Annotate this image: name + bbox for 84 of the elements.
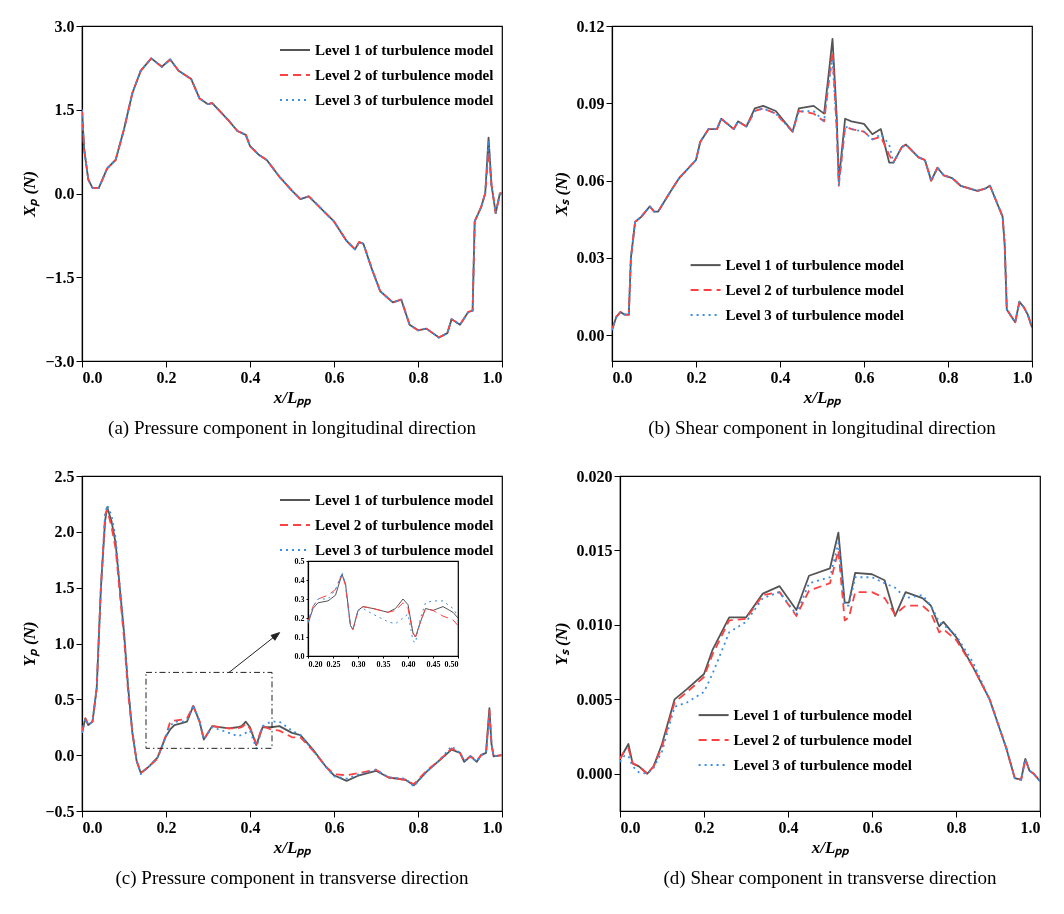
x-axis-title: x/Lₚₚ <box>802 387 843 408</box>
legend-label: Level 3 of turbulence model <box>315 542 494 558</box>
x-axis-title: x/Lₚₚ <box>272 837 313 858</box>
y-tick-label: 2.0 <box>54 523 75 541</box>
y-tick-label: 0.0 <box>54 746 75 764</box>
x-tick-label: 0.40 <box>401 659 416 668</box>
legend-label: Level 2 of turbulence model <box>315 67 494 83</box>
y-tick-label: 0.0 <box>54 185 75 202</box>
x-tick-label: 0.4 <box>770 368 791 386</box>
text: (b) Shear component in longitudinal direction <box>648 417 997 439</box>
legend-label: Level 1 of turbulence model <box>315 492 494 508</box>
legend-label: Level 2 of turbulence model <box>733 732 912 749</box>
x-tick-label: 0.0 <box>82 368 103 386</box>
y-tick-label: −3.0 <box>45 352 75 370</box>
y-axis-title: Xₛ (N) <box>551 171 571 218</box>
x-tick-label: 0.30 <box>351 659 366 668</box>
x-tick-label: 0.6 <box>324 368 345 386</box>
y-axis-title: Yₚ (N) <box>20 621 41 667</box>
x-axis-title: x/Lₚₚ <box>272 387 313 408</box>
legend-label: Level 1 of turbulence model <box>725 257 904 274</box>
x-tick-label: 0.45 <box>426 659 441 668</box>
y-tick-label: 0.00 <box>576 326 605 344</box>
x-tick-label: 0.8 <box>946 818 967 836</box>
x-tick-label: 0.6 <box>862 818 883 836</box>
x-tick-label: 0.2 <box>156 818 177 836</box>
x-tick-label: 0.50 <box>444 659 459 668</box>
y-tick-label: 0.5 <box>54 690 75 708</box>
y-tick-label: 1.5 <box>54 579 75 597</box>
x-tick-label: 1.0 <box>1020 818 1041 836</box>
y-axis-title: Xₚ (N) <box>20 170 41 219</box>
y-tick-label: 0.5 <box>294 556 305 565</box>
y-tick-label: 0.020 <box>576 467 613 485</box>
y-tick-label: 1.5 <box>54 101 75 119</box>
x-tick-label: 0.0 <box>82 818 103 836</box>
x-tick-label: 0.4 <box>240 368 261 386</box>
legend-label: Level 1 of turbulence model <box>315 42 494 58</box>
legend-label: Level 2 of turbulence model <box>725 282 904 299</box>
x-tick-label: 0.0 <box>612 368 633 386</box>
x-tick-label: 0.8 <box>408 368 429 386</box>
text: (d) Shear component in transverse direction <box>663 867 997 889</box>
x-tick-label: 0.6 <box>854 368 875 386</box>
x-tick-label: 0.4 <box>778 818 799 836</box>
y-tick-label: 0.000 <box>576 765 613 783</box>
y-tick-label: 3.0 <box>54 17 75 35</box>
x-tick-label: 0.20 <box>308 659 323 668</box>
legend-label: Level 3 of turbulence model <box>733 757 912 774</box>
x-tick-label: 0.6 <box>324 818 345 836</box>
x-tick-label: 0.4 <box>240 818 261 836</box>
y-tick-label: 0.010 <box>576 616 613 634</box>
text: (a) Pressure component in longitudinal direction <box>108 417 477 439</box>
legend-label: Level 3 of turbulence model <box>725 307 904 324</box>
y-tick-label: 0.0 <box>294 651 305 660</box>
legend-label: Level 1 of turbulence model <box>733 707 912 724</box>
x-tick-label: 0.35 <box>376 659 391 668</box>
x-tick-label: 0.25 <box>326 659 341 668</box>
y-tick-label: −0.5 <box>45 802 75 820</box>
y-tick-label: 0.2 <box>294 613 305 622</box>
legend-label: Level 2 of turbulence model <box>315 517 494 533</box>
x-tick-label: 0.8 <box>408 818 429 836</box>
y-tick-label: 1.0 <box>54 635 75 652</box>
x-tick-label: 0.2 <box>156 368 177 386</box>
legend-label: Level 3 of turbulence model <box>315 92 494 108</box>
y-tick-label: 0.4 <box>294 575 305 584</box>
y-tick-label: 0.06 <box>576 172 605 190</box>
x-tick-label: 0.2 <box>694 818 715 836</box>
y-tick-label: 0.005 <box>576 690 613 708</box>
y-axis-title: Yₛ (N) <box>551 622 571 666</box>
y-tick-label: 0.12 <box>576 17 605 35</box>
x-axis-title: x/Lₚₚ <box>810 837 851 858</box>
y-tick-label: 0.015 <box>576 541 613 559</box>
y-tick-label: 0.3 <box>294 594 305 603</box>
y-tick-label: 2.5 <box>54 467 75 485</box>
x-tick-label: 1.0 <box>482 818 503 836</box>
y-tick-label: 0.09 <box>576 94 605 112</box>
y-tick-label: 0.1 <box>294 632 305 641</box>
x-tick-label: 1.0 <box>1012 368 1033 386</box>
line-series <box>82 57 502 339</box>
y-tick-label: 0.03 <box>576 249 605 267</box>
x-tick-label: 0.0 <box>620 818 641 836</box>
x-tick-label: 0.2 <box>686 368 707 386</box>
y-tick-label: −1.5 <box>45 268 75 286</box>
text: (c) Pressure component in transverse direction <box>115 867 469 889</box>
x-tick-label: 1.0 <box>482 368 503 386</box>
x-tick-label: 0.8 <box>938 368 959 386</box>
